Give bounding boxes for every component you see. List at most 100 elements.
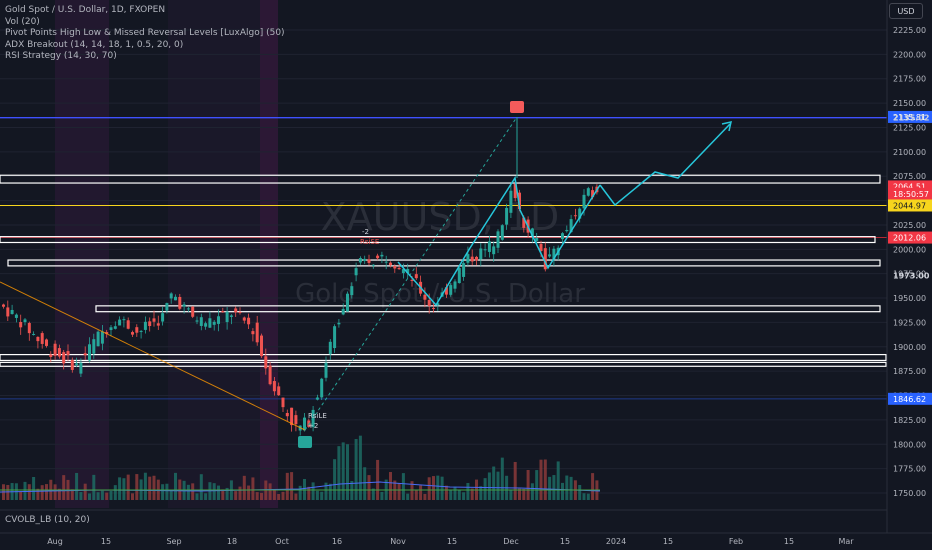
volume-bar: [57, 488, 61, 500]
legend-symbol[interactable]: Gold Spot / U.S. Dollar, 1D, FXOPEN: [5, 5, 166, 15]
volume-bar: [487, 472, 491, 500]
y-tick-label: 1800.00: [893, 440, 926, 449]
volume-bar: [234, 491, 238, 500]
candle-body: [191, 306, 195, 317]
x-tick-label: 16: [332, 537, 342, 546]
candle-body: [277, 386, 281, 396]
volume-bar: [500, 457, 504, 500]
legend-rsi[interactable]: RSI Strategy (14, 30, 70): [5, 51, 117, 61]
volume-bar: [530, 483, 534, 500]
legend-pivots[interactable]: Pivot Points High Low & Missed Reversal …: [5, 28, 285, 38]
y-tick-label: 1875.00: [893, 367, 926, 376]
candle-body: [161, 313, 165, 322]
sr-zone: [0, 361, 887, 367]
volume-bar: [518, 488, 521, 500]
volume-bar: [195, 493, 199, 500]
candle-body: [36, 336, 40, 342]
volume-bar: [109, 490, 113, 500]
y-tick-label: 2200.00: [893, 50, 926, 59]
session-band: [55, 0, 109, 508]
candle-body: [182, 304, 186, 307]
volume-bar: [135, 474, 139, 500]
subpane-indicator-label[interactable]: CVOLB_LB (10, 20): [5, 515, 90, 525]
candle-body: [337, 322, 341, 325]
volume-bar: [88, 493, 91, 500]
candle-body: [118, 319, 122, 326]
volume-bar: [535, 470, 539, 500]
volume-bar: [569, 476, 573, 500]
signal-label: +2: [308, 422, 318, 430]
volume-bar: [70, 489, 74, 500]
volume-bar: [315, 490, 319, 500]
candle-body: [260, 335, 263, 357]
volume-bar: [539, 459, 543, 500]
y-tick-label: 1825.00: [893, 416, 926, 425]
volume-bar: [40, 485, 44, 500]
volume-bar: [148, 476, 152, 500]
candles: [2, 181, 599, 436]
x-tick-label: 15: [447, 537, 457, 546]
candle-body: [92, 339, 96, 354]
volume-bar: [105, 492, 109, 500]
candle-body: [453, 281, 457, 289]
volume-bar: [169, 490, 173, 500]
legend-adx[interactable]: ADX Breakout (14, 14, 18, 1, 0.5, 20, 0): [5, 39, 184, 50]
candle-body: [178, 296, 182, 309]
volume-bar: [191, 483, 195, 500]
candle-body: [586, 188, 590, 196]
volume-bar: [423, 493, 427, 500]
volume-bar: [27, 484, 31, 500]
session-band: [168, 0, 278, 508]
price-badge-label: 1846.62: [893, 395, 926, 404]
volume-bar: [307, 486, 311, 500]
x-tick-label: Aug: [47, 537, 63, 546]
y-tick-label: 1775.00: [893, 465, 926, 474]
candle-body: [479, 248, 483, 260]
x-tick-label: 2024: [606, 537, 626, 546]
candle-body: [88, 344, 91, 361]
candle-body: [268, 365, 272, 385]
volume-bar: [311, 482, 315, 500]
price-badge: [888, 187, 932, 200]
sr-zone: [0, 174, 881, 184]
price-badge: [888, 110, 932, 123]
volume-bar: [242, 475, 246, 500]
legend-volume[interactable]: Vol (20): [5, 16, 40, 27]
volume-bar: [247, 485, 251, 500]
currency-button[interactable]: USD: [889, 3, 923, 19]
volume-bar: [462, 492, 466, 500]
candle-body: [174, 296, 177, 301]
price-badge-label: 2135.81: [893, 113, 926, 122]
candle-body: [518, 192, 521, 209]
volume-bar: [238, 486, 242, 500]
volume-bar: [260, 492, 263, 500]
volume-bar: [466, 482, 470, 500]
candle-body: [401, 269, 405, 274]
candle-body: [427, 299, 431, 306]
candle-body: [204, 323, 208, 327]
price-badge: [888, 199, 932, 212]
volume-bar: [152, 475, 156, 500]
volume-bar: [225, 487, 229, 500]
swing-structure: [397, 175, 601, 307]
volume-bar: [479, 486, 483, 500]
candle-body: [384, 261, 388, 263]
candle-body: [285, 412, 289, 417]
volume-bar: [281, 491, 285, 500]
candle-body: [242, 317, 246, 321]
candle-body: [156, 323, 160, 326]
volume-bar: [6, 484, 10, 500]
price-axis: [887, 0, 932, 533]
signal-label: RsiLE: [308, 412, 327, 420]
volume-bar: [470, 488, 474, 500]
volume-bar: [19, 491, 23, 500]
volume-bar: [83, 483, 87, 500]
volume-bar: [251, 477, 255, 500]
candle-body: [143, 321, 147, 330]
y-tick-label: 2075.00: [893, 172, 926, 181]
price-badge-label: 2135.02: [893, 114, 929, 123]
candle-body: [6, 307, 10, 317]
candle-body: [582, 194, 586, 209]
volume-bar: [453, 486, 457, 500]
